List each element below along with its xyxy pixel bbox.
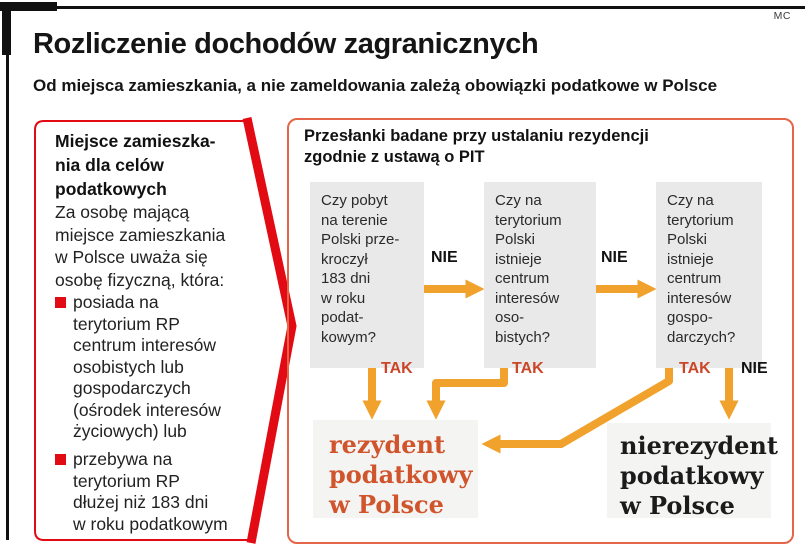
- question-box-1: Czy pobyt na terenie Polski prze- kroczy…: [310, 182, 424, 368]
- corner-mark-horizontal: [0, 2, 57, 11]
- corner-mark-vertical: [2, 2, 11, 55]
- page-title: Rozliczenie dochodów zagranicznych: [33, 28, 539, 60]
- bullet-text: przebywa na terytorium RP dłużej niż 183…: [73, 449, 228, 534]
- page-subtitle: Od miejsca zamieszkania, a nie zameldowa…: [33, 76, 718, 95]
- left-rule: [6, 53, 9, 540]
- label-tak-1: TAK: [381, 360, 413, 377]
- label-tak-3: TAK: [679, 360, 711, 377]
- left-panel-heading: Miejsce zamieszka- nia dla celów podatko…: [55, 131, 216, 199]
- label-nie-1: NIE: [431, 249, 458, 266]
- top-rule: [0, 6, 805, 9]
- bullet-item: przebywa na terytorium RP dłużej niż 183…: [55, 449, 240, 535]
- result-nonresident: nierezydent podatkowy w Polsce: [607, 423, 778, 520]
- left-panel-chevron: [242, 117, 297, 544]
- right-panel-frame: [287, 118, 794, 544]
- bullet-text: posiada na terytorium RP centrum interes…: [73, 292, 221, 441]
- label-tak-2: TAK: [512, 360, 544, 377]
- question-box-3: Czy na terytorium Polski istnieje centru…: [656, 182, 762, 368]
- right-panel-heading: Przesłanki badane przy ustalaniu rezyden…: [304, 127, 649, 166]
- label-nie-3: NIE: [741, 360, 768, 377]
- left-panel-intro: Za osobę mającą miejsce zamieszkania w P…: [55, 202, 226, 290]
- credit-initials: MC: [773, 10, 791, 22]
- label-nie-2: NIE: [601, 249, 628, 266]
- bullet-square-icon: [55, 297, 66, 308]
- bullet-item: posiada na terytorium RP centrum interes…: [55, 292, 240, 443]
- bullet-square-icon: [55, 454, 66, 465]
- question-box-2: Czy na terytorium Polski istnieje centru…: [484, 182, 596, 368]
- result-resident: rezydent podatkowy w Polsce: [313, 420, 478, 519]
